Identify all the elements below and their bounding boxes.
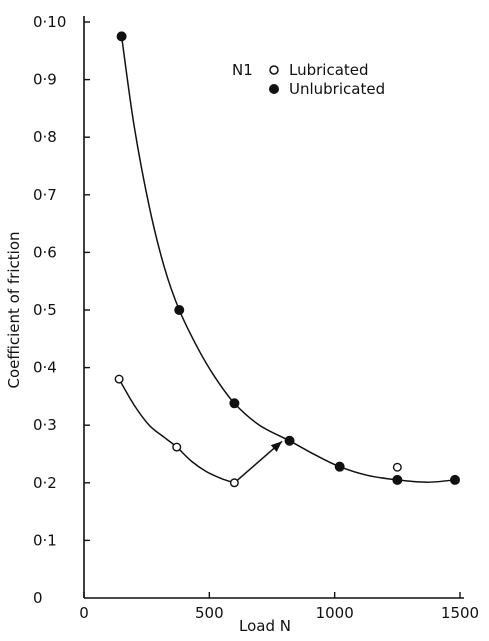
legend-label-unlubricated: Unlubricated (289, 80, 385, 98)
legend-prefix: N1 (232, 61, 253, 79)
x-tick-label: 1000 (316, 604, 354, 622)
point-unlubricated (392, 474, 403, 485)
x-tick-label: 1500 (441, 604, 479, 622)
point-unlubricated (229, 398, 240, 409)
point-lubricated (392, 462, 402, 472)
point-lubricated (114, 374, 124, 384)
legend: N1 Lubricated Unlubricated (232, 61, 385, 98)
y-tick-label: 0 (33, 589, 43, 607)
y-tick-label: 0·1 (33, 531, 57, 549)
y-tick-label: 0·3 (33, 416, 57, 434)
y-tick-label: 0·5 (33, 301, 57, 319)
y-tick-label: 0·4 (33, 359, 57, 377)
y-tick-label: 0·10 (33, 13, 66, 31)
y-axis-title: Coefficient of friction (5, 231, 23, 388)
legend-marker-unlubricated (269, 84, 279, 94)
point-lubricated (229, 478, 239, 488)
y-tick-label: 0·9 (33, 71, 57, 89)
y-tick-label: 0·8 (33, 128, 57, 146)
y-tick-label: 0·2 (33, 474, 57, 492)
y-tick-label: 0·6 (33, 243, 57, 261)
y-tick-label: 0·7 (33, 186, 57, 204)
arrow-head (270, 441, 283, 452)
point-unlubricated (116, 31, 127, 42)
legend-label-lubricated: Lubricated (289, 61, 369, 79)
point-unlubricated (284, 435, 295, 446)
point-lubricated (172, 442, 182, 452)
point-unlubricated (174, 305, 185, 315)
point-unlubricated (449, 474, 460, 485)
x-tick-label: 500 (195, 604, 224, 622)
curve-unlubricated (120, 36, 456, 483)
point-unlubricated (334, 461, 345, 472)
x-tick-label: 0 (79, 604, 89, 622)
curve-lubricated (118, 378, 235, 484)
legend-marker-lubricated (269, 65, 279, 75)
x-axis-title: Load N (239, 617, 291, 635)
